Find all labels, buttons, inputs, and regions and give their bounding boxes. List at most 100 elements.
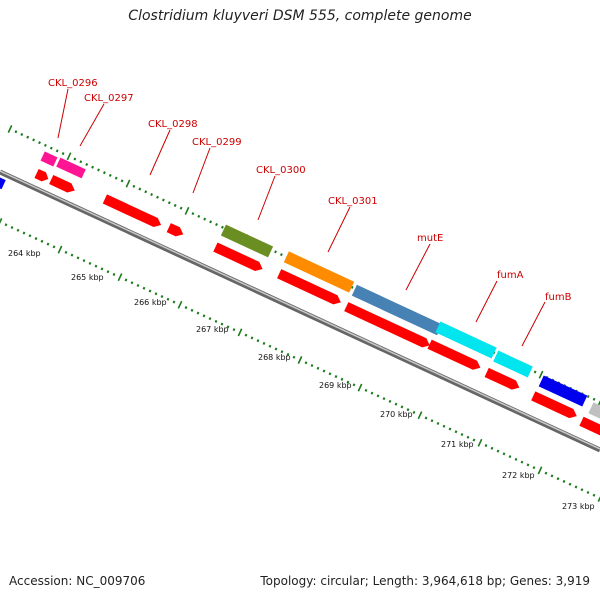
ruler-tick (20, 132, 24, 136)
ruler-tick (184, 206, 190, 215)
ruler-tick (533, 370, 537, 374)
cog-bar[interactable] (493, 350, 533, 378)
ruler-tick (274, 347, 278, 351)
ruler-tick (138, 187, 142, 191)
feature-label[interactable]: CKL_0297 (84, 93, 134, 104)
cds-arrow[interactable] (166, 223, 186, 239)
cds-arrow[interactable] (427, 339, 482, 373)
ruler-tick (112, 272, 116, 276)
ruler-tick (526, 463, 530, 467)
feature-label[interactable]: fumB (545, 292, 572, 303)
ruler-tick (26, 135, 30, 139)
ruler-tick (191, 212, 195, 216)
feature-label[interactable]: fumA (497, 270, 524, 281)
ruler-tick (477, 438, 483, 447)
ruler-tick (102, 171, 106, 175)
feature-label[interactable]: CKL_0301 (328, 196, 378, 207)
ruler-tick (328, 372, 332, 376)
ruler-label: 264 kbp (8, 249, 41, 258)
ruler-tick (550, 474, 554, 478)
cog-bar[interactable] (220, 224, 274, 258)
ruler-tick (382, 397, 386, 401)
ruler-tick (28, 234, 32, 238)
ruler-label: 269 kbp (319, 381, 352, 390)
ruler-tick (61, 152, 65, 156)
ruler-tick (79, 160, 83, 164)
accession-text: Accession: NC_009706 (9, 574, 146, 588)
ruler-tick (562, 479, 566, 483)
feature-label[interactable]: CKL_0298 (148, 119, 198, 130)
ruler-tick (10, 226, 14, 230)
ruler-tick (532, 466, 536, 470)
feature-label[interactable]: CKL_0300 (256, 165, 306, 176)
cds-arrow[interactable] (34, 168, 50, 184)
ruler-tick (454, 430, 458, 434)
cds-arrow[interactable] (531, 391, 579, 420)
ruler-tick (448, 427, 452, 431)
ruler-tick (209, 220, 213, 224)
cds-track (34, 168, 600, 440)
ruler-tick (262, 341, 266, 345)
ruler-tick (316, 366, 320, 370)
ruler-tick (597, 496, 600, 502)
feature-label[interactable]: CKL_0296 (48, 78, 98, 89)
ruler-tick (256, 339, 260, 343)
ruler-tick (49, 146, 53, 150)
feature-label[interactable]: CKL_0299 (192, 137, 242, 148)
ruler-tick (88, 261, 92, 265)
ruler-tick (370, 391, 374, 395)
inner-tick-track (0, 218, 600, 502)
ruler-tick (292, 355, 296, 359)
ruler-tick (430, 419, 434, 423)
ruler-tick (297, 356, 303, 364)
ruler-tick (424, 416, 428, 420)
cog-bar[interactable] (40, 151, 58, 167)
map-title: Clostridium kluyveri DSM 555, complete g… (128, 8, 472, 24)
ruler-tick (580, 488, 584, 492)
ruler-tick (16, 228, 20, 232)
ruler-tick (244, 333, 248, 337)
feature-label[interactable]: mutE (417, 233, 443, 244)
ruler-tick (340, 377, 344, 381)
cog-bar[interactable] (56, 157, 86, 179)
ruler-tick (232, 328, 236, 332)
cog-bar[interactable] (538, 375, 588, 407)
ruler-tick (114, 176, 118, 180)
cds-arrow[interactable] (344, 302, 432, 350)
ruler-tick (322, 369, 326, 373)
ruler-label: 271 kbp (441, 440, 474, 449)
ruler-tick (124, 278, 128, 282)
ruler-tick (120, 179, 124, 183)
ruler-tick (597, 400, 600, 406)
cds-arrow[interactable] (579, 416, 600, 440)
cds-arrow[interactable] (213, 242, 264, 274)
ruler-tick (460, 433, 464, 437)
ruler-labels: 264 kbp 265 kbp 266 kbp 267 kbp 268 kbp … (8, 249, 595, 511)
ruler-tick (108, 173, 112, 177)
ruler-tick (388, 399, 392, 403)
ruler-tick (537, 466, 543, 475)
ruler-tick (544, 471, 548, 475)
ruler-tick (91, 165, 95, 169)
cog-bar[interactable] (0, 172, 6, 190)
cog-bar[interactable] (283, 251, 355, 293)
ruler-tick (400, 405, 404, 409)
ruler-tick (304, 361, 308, 365)
cds-arrow[interactable] (49, 174, 77, 195)
backbone (0, 169, 600, 453)
ruler-tick (220, 225, 224, 229)
cds-arrow[interactable] (102, 194, 163, 229)
ruler-tick (357, 383, 363, 392)
ruler-tick (406, 408, 410, 412)
ruler-tick (202, 314, 206, 318)
cog-bar[interactable] (588, 402, 600, 422)
cds-arrow[interactable] (484, 367, 522, 392)
ruler-tick (286, 352, 290, 356)
ruler-tick (226, 325, 230, 329)
ruler-tick (94, 264, 98, 268)
cog-bar[interactable] (435, 321, 497, 359)
cog-bar[interactable] (351, 284, 443, 336)
ruler-tick (97, 168, 100, 172)
ruler-tick (586, 395, 590, 399)
cds-arrow[interactable] (277, 269, 343, 307)
